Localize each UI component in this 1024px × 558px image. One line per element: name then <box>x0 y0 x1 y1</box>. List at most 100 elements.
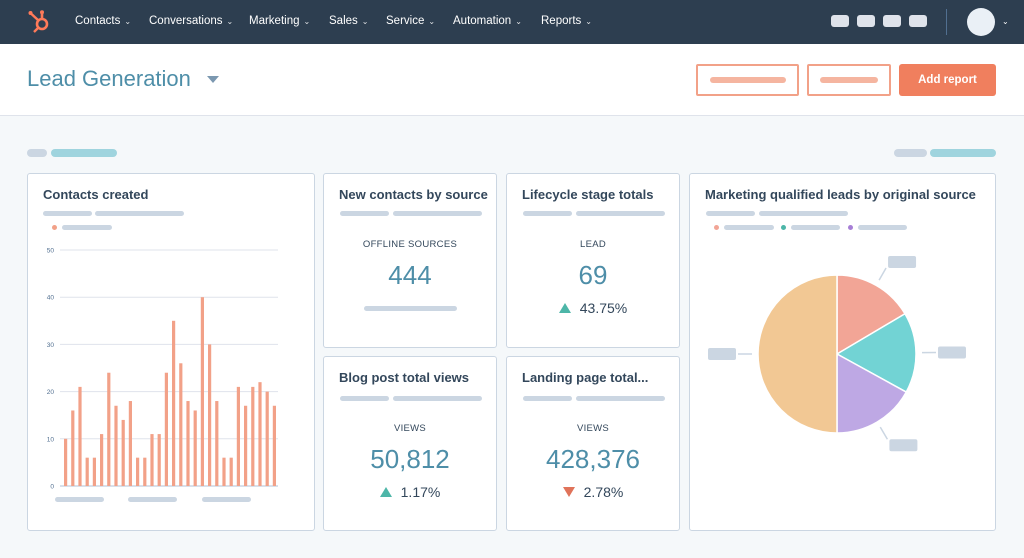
nav-item-sales[interactable]: Sales ⌄ <box>329 0 368 44</box>
chart-bar[interactable] <box>64 438 68 486</box>
kpi-value: 69 <box>578 260 608 290</box>
chart-bar[interactable] <box>258 382 262 486</box>
axis-label-placeholder <box>202 497 251 502</box>
chart-bar[interactable] <box>172 320 176 486</box>
contacts-created-card[interactable]: Contacts created 0 10 20 30 40 50 <box>27 173 315 531</box>
chart-bar[interactable] <box>193 410 197 486</box>
filter-pill[interactable] <box>894 149 927 157</box>
pie-slice[interactable] <box>835 312 917 394</box>
legend-placeholder <box>62 225 112 230</box>
chart-bar[interactable] <box>164 372 168 486</box>
mql-pie-chart <box>708 256 966 452</box>
pie-slice[interactable] <box>836 352 908 434</box>
lifecycle-stage-totals-card[interactable]: Lifecycle stage totals LEAD 69 43.75% <box>506 173 680 348</box>
card-title: Contacts created <box>43 187 149 202</box>
chart-bar[interactable] <box>150 434 154 486</box>
caret-down-icon[interactable] <box>207 76 219 83</box>
pie-label-placeholder <box>889 439 918 452</box>
nav-item-label: Marketing <box>249 15 300 27</box>
chart-bar[interactable] <box>200 297 204 486</box>
filter-pill-active[interactable] <box>51 149 117 157</box>
nav-item-contacts[interactable]: Contacts ⌄ <box>75 0 131 44</box>
card-title: Lifecycle stage totals <box>522 187 654 202</box>
chart-bar[interactable] <box>244 405 248 486</box>
y-tick-label: 0 <box>50 484 54 491</box>
nav-item-label: Automation <box>453 15 512 27</box>
chart-bar[interactable] <box>236 386 240 486</box>
card-title: Blog post total views <box>339 370 470 385</box>
chart-bar[interactable] <box>272 405 276 486</box>
chart-bar[interactable] <box>100 434 104 486</box>
chart-bar[interactable] <box>136 457 140 486</box>
chevron-down-icon: ⌄ <box>226 17 234 26</box>
card-title: Landing page total... <box>522 370 649 385</box>
legend-dot <box>714 225 719 230</box>
nav-item-service[interactable]: Service ⌄ <box>386 0 435 44</box>
legend-placeholder <box>724 225 774 230</box>
chart-bar[interactable] <box>179 363 183 486</box>
subtitle-placeholder <box>523 396 572 401</box>
chevron-down-icon[interactable]: ⌄ <box>1002 17 1009 26</box>
subtitle-placeholder <box>523 211 572 216</box>
chevron-down-icon: ⌄ <box>361 17 369 26</box>
add-report-button[interactable]: Add report <box>899 64 996 96</box>
chart-bar[interactable] <box>114 405 118 486</box>
kpi-change-value: 1.17% <box>400 484 441 500</box>
nav-utility-icon[interactable] <box>909 15 927 27</box>
subtitle-placeholder <box>759 211 848 216</box>
new-contacts-by-source-card[interactable]: New contacts by source OFFLINE SOURCES 4… <box>323 173 497 348</box>
header-secondary-button[interactable] <box>807 64 891 96</box>
chart-bar[interactable] <box>143 457 147 486</box>
landing-page-total-card[interactable]: Landing page total... VIEWS 428,376 2.78… <box>506 356 680 531</box>
filter-pill[interactable] <box>27 149 47 157</box>
chart-bar[interactable] <box>107 372 111 486</box>
subtitle-placeholder <box>95 211 184 216</box>
chart-bar[interactable] <box>186 401 190 486</box>
y-tick-label: 50 <box>47 248 55 255</box>
chart-bar[interactable] <box>215 401 219 486</box>
nav-item-automation[interactable]: Automation ⌄ <box>453 0 522 44</box>
legend-dot <box>781 225 786 230</box>
nav-item-reports[interactable]: Reports ⌄ <box>541 0 592 44</box>
chart-bar[interactable] <box>92 457 96 486</box>
nav-utility-icon[interactable] <box>857 15 875 27</box>
chart-bar[interactable] <box>251 386 255 486</box>
nav-item-marketing[interactable]: Marketing ⌄ <box>249 0 310 44</box>
chart-bar[interactable] <box>85 457 89 486</box>
kpi-label: VIEWS <box>393 423 427 434</box>
chart-bar[interactable] <box>208 344 212 486</box>
nav-utility-icon[interactable] <box>831 15 849 27</box>
nav-divider <box>946 9 947 35</box>
nav-item-label: Contacts <box>75 15 121 27</box>
nav-utility-icon[interactable] <box>883 15 901 27</box>
chevron-down-icon: ⌄ <box>428 17 436 26</box>
chart-bar[interactable] <box>121 419 125 486</box>
header-secondary-button[interactable] <box>696 64 799 96</box>
nav-item-conversations[interactable]: Conversations ⌄ <box>149 0 233 44</box>
button-label-placeholder <box>709 77 786 83</box>
y-tick-label: 30 <box>47 342 55 349</box>
chart-bar[interactable] <box>157 434 161 486</box>
pie-leader-line <box>879 426 889 440</box>
chart-bar[interactable] <box>229 457 233 486</box>
chart-bar[interactable] <box>71 410 75 486</box>
trend-up-icon <box>379 487 392 497</box>
subtitle-placeholder <box>393 211 482 216</box>
kpi-change: 2.78% <box>507 484 679 500</box>
chart-bar[interactable] <box>265 391 269 486</box>
filter-pill-active[interactable] <box>930 149 996 157</box>
chevron-down-icon: ⌄ <box>303 17 311 26</box>
hubspot-logo-icon[interactable] <box>27 9 53 35</box>
pie-slice[interactable] <box>836 274 907 356</box>
kpi-change: 1.17% <box>324 484 496 500</box>
chart-bar[interactable] <box>128 401 132 486</box>
axis-label-placeholder <box>55 497 104 502</box>
avatar[interactable] <box>967 8 995 36</box>
chart-bar[interactable] <box>78 386 82 486</box>
blog-post-total-views-card[interactable]: Blog post total views VIEWS 50,812 1.17% <box>323 356 497 531</box>
page-title[interactable]: Lead Generation <box>27 66 191 91</box>
y-tick-label: 10 <box>47 436 55 443</box>
mql-by-original-source-card[interactable]: Marketing qualified leads by original so… <box>689 173 996 531</box>
pie-slice[interactable] <box>757 274 838 434</box>
chart-bar[interactable] <box>222 457 226 486</box>
